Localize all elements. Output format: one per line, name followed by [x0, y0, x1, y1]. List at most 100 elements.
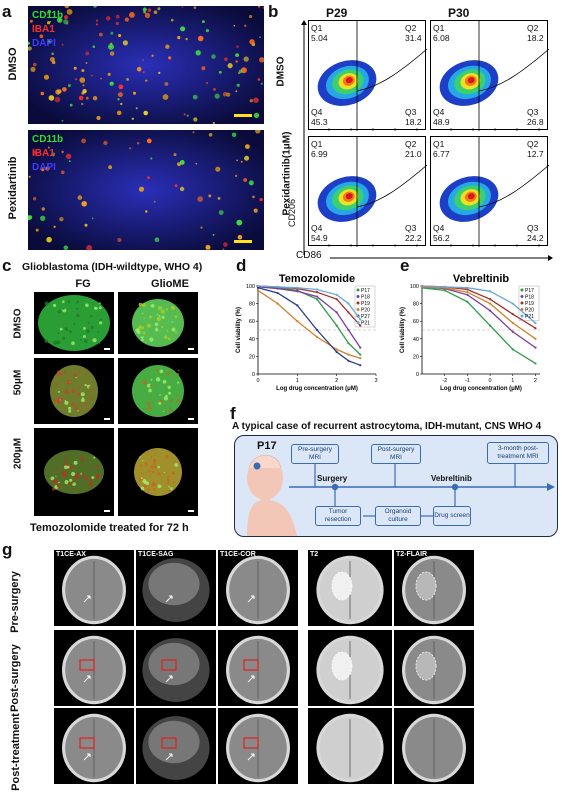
- organoid-speckle: [99, 321, 103, 325]
- cell-marker: [61, 150, 64, 154]
- organoid-speckle: [157, 484, 162, 489]
- organoid-speckle: [142, 312, 144, 314]
- organoid-speckle: [69, 330, 72, 333]
- cell-marker: [181, 6, 184, 8]
- organoid-speckle: [154, 322, 159, 327]
- data-point: [296, 304, 299, 307]
- organoid-speckle: [139, 456, 141, 458]
- roi-box: [243, 659, 259, 671]
- cell-marker: [231, 132, 237, 138]
- series-line-p19: [421, 285, 536, 329]
- row-label-pre-surgery: Pre-surgery: [9, 571, 21, 633]
- organoid-speckle: [75, 302, 78, 304]
- organoid-speckle: [153, 462, 156, 465]
- organoid-speckle: [158, 401, 162, 405]
- cell-marker: [222, 248, 225, 250]
- organoid-speckle: [64, 480, 69, 485]
- cell-marker: [51, 152, 56, 157]
- channel-dapi: DAPI: [32, 38, 56, 49]
- organoid-speckle: [173, 481, 175, 483]
- cell-marker: [86, 245, 93, 250]
- organoid-speckle: [155, 369, 159, 373]
- flow-plot: Q1 6.08 Q2 18.2 Q3 26.8 Q4 48.9: [430, 20, 550, 131]
- cell-marker: [109, 81, 114, 86]
- organoid-image: [118, 358, 198, 424]
- x-tick-label: 0: [256, 378, 259, 384]
- organoid-speckle: [174, 315, 178, 318]
- data-point: [335, 348, 338, 351]
- cell-marker: [54, 96, 61, 103]
- cell-marker: [75, 78, 78, 81]
- cell-marker: [135, 107, 138, 110]
- cell-marker: [249, 39, 255, 45]
- roi-box: [79, 737, 95, 749]
- organoid-speckle: [148, 388, 152, 393]
- organoid-speckle: [64, 465, 68, 469]
- cell-marker: [185, 37, 188, 41]
- cell-marker: [150, 157, 153, 160]
- y-tick-label: 100: [410, 284, 419, 290]
- organoid-speckle: [150, 395, 152, 397]
- cell-marker: [154, 237, 160, 242]
- quadrant-q3: Q3 18.2: [405, 107, 422, 127]
- brain: [148, 562, 200, 606]
- organoid-speckle: [177, 369, 180, 372]
- cell-marker: [81, 138, 86, 144]
- mri-sequence-label: T2-FLAIR: [396, 551, 428, 558]
- organoid-speckle: [143, 382, 147, 386]
- organoid-speckle: [142, 478, 147, 484]
- quadrant-q2: Q2 31.4: [405, 23, 422, 43]
- data-point: [488, 324, 492, 327]
- quadrant-q3: Q3 26.8: [527, 107, 544, 127]
- organoid-speckle: [90, 325, 94, 329]
- cell-marker: [195, 162, 198, 165]
- organoid-speckle: [166, 329, 169, 332]
- organoid-speckle: [140, 477, 143, 480]
- flow-density: [439, 21, 550, 131]
- mri-scan: T2: [308, 550, 392, 626]
- cell-marker: [63, 19, 69, 25]
- cell-marker: [177, 162, 181, 167]
- cell-marker: [118, 34, 122, 37]
- cell-marker: [32, 197, 37, 201]
- data-point: [466, 286, 469, 289]
- organoid-speckle: [142, 331, 146, 335]
- legend-label: P19: [525, 301, 534, 307]
- organoid-speckle: [76, 313, 80, 318]
- row-label-post-treatment: Post-treatment: [10, 713, 22, 791]
- organoid-speckle: [98, 306, 102, 310]
- arrow-indicator: [165, 753, 173, 761]
- mri-image: [62, 635, 126, 705]
- organoid-speckle: [141, 338, 144, 342]
- organoid-speckle: [164, 404, 167, 407]
- data-point: [420, 284, 424, 288]
- cell-marker: [170, 18, 174, 22]
- organoid-speckle: [163, 471, 166, 474]
- scale-bar: [188, 510, 194, 512]
- cell-marker: [96, 115, 101, 121]
- organoid-speckle: [58, 401, 61, 404]
- cell-marker: [259, 198, 263, 202]
- organoid-body: [38, 295, 110, 351]
- organoid-speckle: [151, 470, 155, 474]
- row-label-50um: 50μM: [12, 369, 24, 396]
- flow-density: [317, 137, 428, 247]
- organoid-speckle: [71, 341, 75, 345]
- data-point: [534, 337, 537, 340]
- organoid-blob: [132, 299, 194, 350]
- quadrant-q3: Q3 22.2: [405, 223, 422, 243]
- organoid-speckle: [177, 381, 180, 384]
- cell-marker: [215, 166, 221, 172]
- legend-marker: [356, 321, 360, 324]
- cell-marker: [214, 93, 220, 99]
- y-tick-label: 0: [252, 372, 255, 378]
- cell-marker: [129, 12, 135, 18]
- organoid-speckle: [139, 464, 142, 467]
- cell-marker: [227, 63, 233, 69]
- legend-box: [354, 285, 376, 328]
- cell-marker: [67, 84, 71, 87]
- cell-marker: [197, 196, 203, 202]
- cell-marker: [57, 17, 63, 23]
- cell-marker: [233, 24, 236, 27]
- y-tick-label: 40: [413, 337, 419, 343]
